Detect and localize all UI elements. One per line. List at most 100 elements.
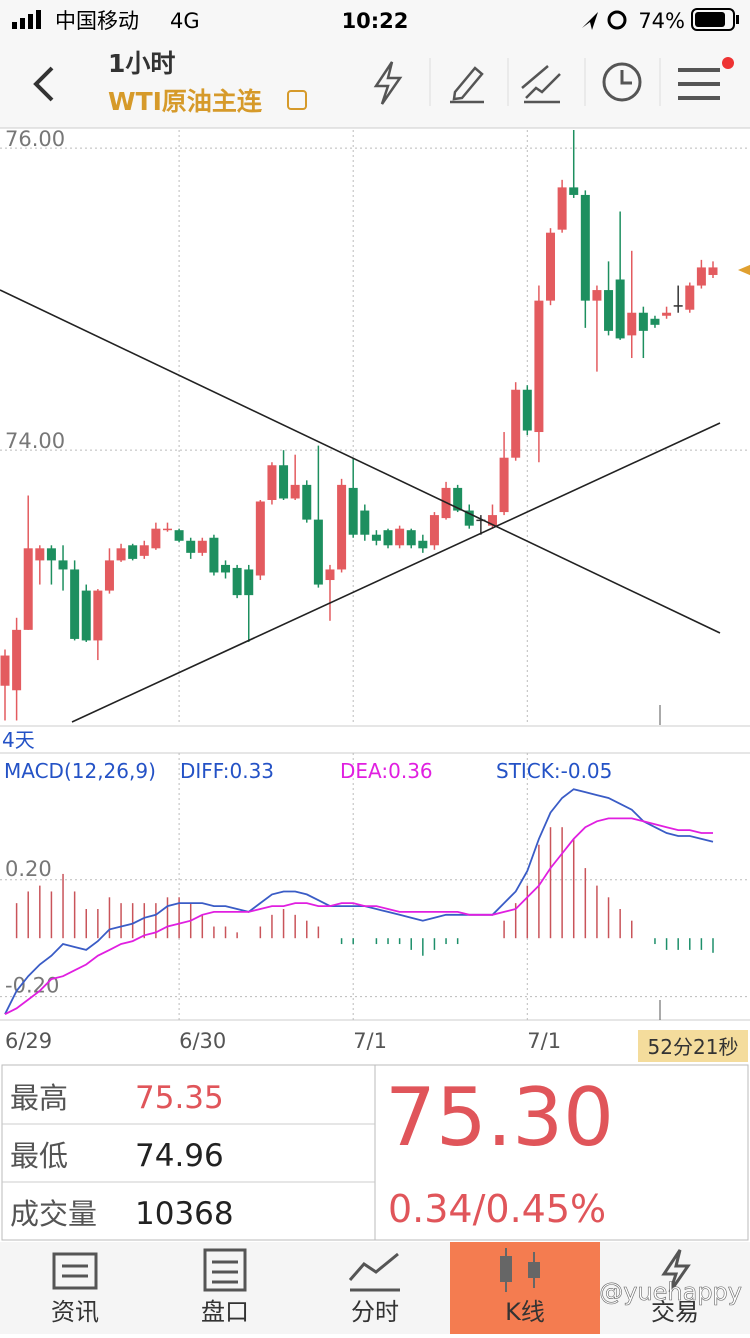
- candle-body: [70, 569, 80, 639]
- flash-button[interactable]: [373, 61, 403, 105]
- clock: 10:22: [342, 9, 409, 33]
- y-tick-label: -0.20: [5, 974, 59, 998]
- notification-dot: [722, 57, 734, 69]
- x-tick-label: 7/1: [353, 1029, 387, 1053]
- candle-body: [604, 290, 614, 331]
- candle-body: [395, 528, 405, 546]
- macd-line: [4, 817, 713, 1016]
- legend-entry: STICK:-0.05: [496, 759, 612, 783]
- symbol[interactable]: WTI原油主连: [108, 87, 263, 116]
- macd-line: [4, 788, 714, 1015]
- legend-entry: DEA:0.36: [340, 759, 433, 783]
- price-change: 0.34/0.45%: [388, 1187, 606, 1231]
- candle-body: [592, 290, 602, 301]
- candle-body: [139, 545, 149, 556]
- candle-body: [557, 187, 567, 230]
- candle-body: [116, 548, 126, 561]
- location-icon: [582, 12, 598, 30]
- alarm-icon: [607, 10, 627, 30]
- candle-body: [580, 194, 590, 301]
- candle-body: [360, 510, 370, 535]
- candle-body: [487, 515, 497, 526]
- watermark: @yuehappy: [599, 1278, 742, 1306]
- candle-body: [221, 564, 231, 573]
- candle-body: [499, 457, 509, 513]
- candle-body: [279, 465, 289, 499]
- candle-body: [244, 569, 254, 596]
- quote-label: 最低: [10, 1139, 68, 1173]
- candle-body: [546, 232, 556, 301]
- candle-body: [371, 534, 381, 541]
- network: 4G: [170, 9, 200, 33]
- candle-body: [650, 318, 660, 325]
- candle-body: [348, 487, 358, 535]
- macd-chart: 0.20 -0.20: [0, 753, 750, 1020]
- candle-body: [383, 530, 393, 546]
- price-marker: [738, 264, 750, 276]
- candle-body: [209, 537, 219, 573]
- candle-body: [0, 655, 10, 686]
- tab[interactable]: 交易: [651, 1298, 699, 1326]
- candle-body: [673, 305, 683, 307]
- candle-body: [337, 484, 347, 570]
- candle-body: [267, 465, 277, 500]
- lines-button[interactable]: [521, 65, 561, 104]
- candle-body: [569, 187, 579, 195]
- back-button[interactable]: [33, 66, 54, 102]
- quote-value: 75.35: [135, 1080, 224, 1116]
- candle-body: [696, 267, 706, 286]
- countdown-box: [638, 1030, 748, 1062]
- candle-body: [104, 560, 114, 591]
- candle-body: [255, 501, 265, 576]
- tab-icon: [52, 1248, 691, 1293]
- candle-body: [151, 528, 161, 549]
- quote-label: 成交量: [10, 1197, 97, 1231]
- draw-button[interactable]: [450, 66, 484, 104]
- tab[interactable]: 分时: [351, 1298, 399, 1326]
- range-label: 4天: [2, 728, 35, 752]
- candle-body: [511, 389, 521, 458]
- candle-body: [685, 285, 695, 310]
- x-tick-label: 6/29: [5, 1029, 52, 1053]
- candle-body: [197, 540, 207, 553]
- candle-body: [638, 312, 648, 331]
- candle-body: [46, 548, 56, 561]
- tab-icon: [500, 1248, 540, 1292]
- quote-value: 74.96: [135, 1138, 224, 1174]
- candle-body: [162, 528, 172, 531]
- candle-body: [418, 540, 428, 549]
- period[interactable]: 1小时: [108, 49, 175, 78]
- candle-body: [429, 515, 439, 546]
- candle-body: [58, 560, 68, 570]
- candle-body: [302, 484, 312, 520]
- tab[interactable]: 资讯: [51, 1298, 99, 1326]
- menu-button[interactable]: [678, 68, 720, 100]
- y-tick-label: 76.00: [5, 127, 65, 151]
- x-tick-label: 7/1: [527, 1029, 561, 1053]
- quote-value: 10368: [135, 1196, 234, 1232]
- tab[interactable]: K线: [505, 1298, 545, 1326]
- symbol-badge: [287, 90, 307, 110]
- candle-body: [186, 540, 196, 553]
- candle-body: [325, 569, 335, 581]
- candle-body: [232, 567, 242, 596]
- candle-body: [627, 312, 637, 336]
- candle-body: [708, 267, 718, 275]
- candle-body: [23, 548, 33, 630]
- candle-body: [464, 510, 474, 526]
- candle-body: [662, 312, 672, 316]
- active-tab: [450, 1242, 600, 1334]
- last-price: 75.30: [385, 1071, 614, 1164]
- candle-body: [128, 545, 138, 559]
- tab-bar: [0, 1242, 750, 1334]
- candle-body: [313, 519, 323, 585]
- candle-body: [453, 487, 463, 511]
- candle-body: [290, 484, 300, 499]
- price-chart: 74.00 76.00 6/29 6/30 7/1 7/1: [0, 127, 750, 1053]
- history-button[interactable]: [602, 62, 642, 102]
- signal-icon: [12, 10, 41, 29]
- tab[interactable]: 盘口: [201, 1298, 249, 1326]
- candle-body: [35, 548, 45, 561]
- candle-body: [81, 590, 91, 641]
- quote-label: 最高: [10, 1081, 68, 1115]
